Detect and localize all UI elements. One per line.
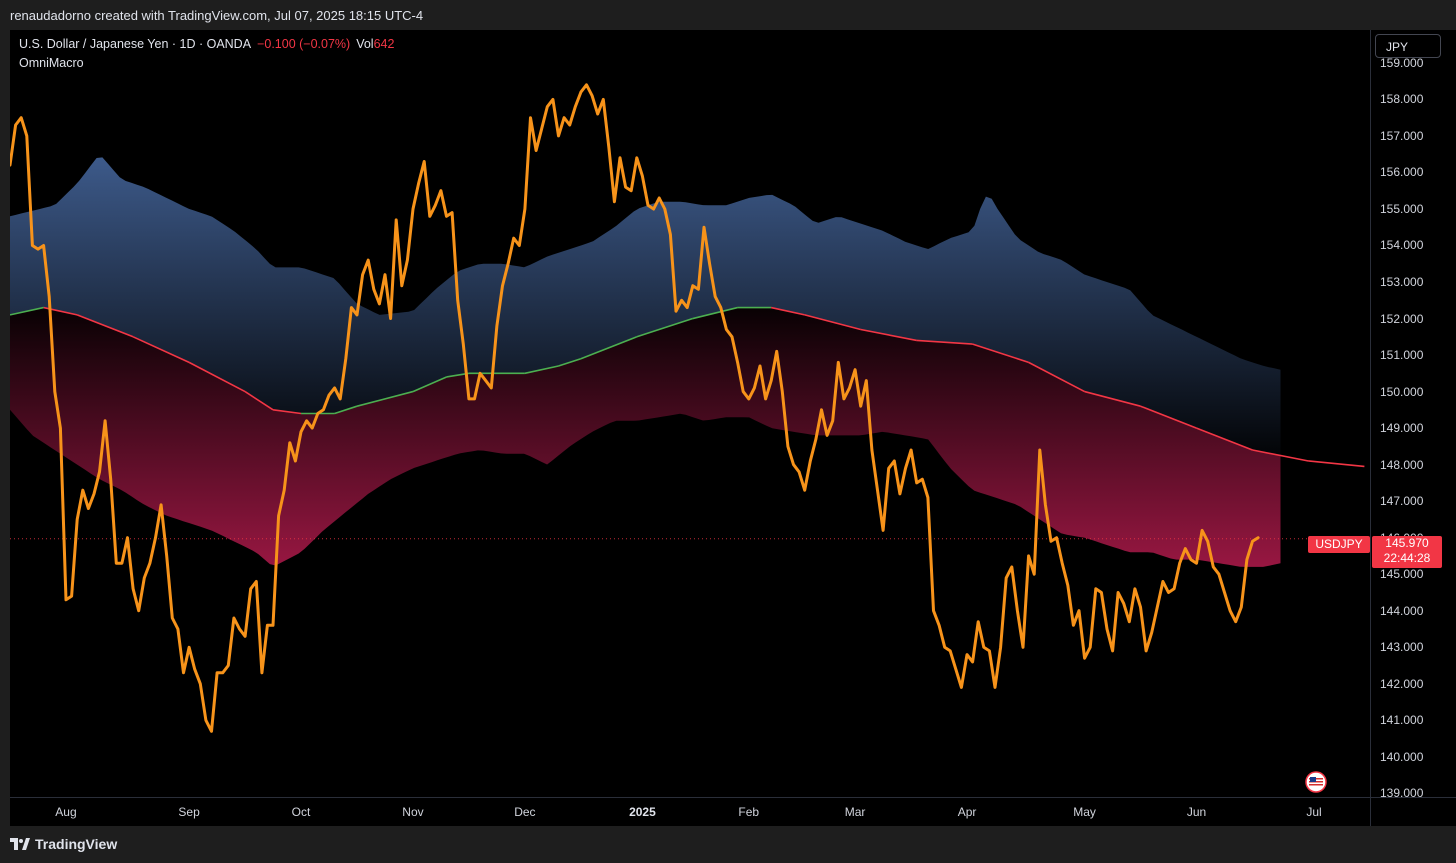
ma-segment [804, 314, 861, 331]
time-tick-label: Feb [738, 805, 760, 819]
ma-segment [558, 357, 582, 367]
time-tick-label: Jun [1186, 805, 1207, 819]
price-tick-label: 149.000 [1380, 421, 1424, 436]
time-tick-label: Jul [1306, 805, 1322, 819]
price-tick-label: 140.000 [1380, 749, 1424, 764]
ma-segment [334, 405, 358, 415]
footer-bar: TradingView [0, 826, 1456, 863]
time-tick-label: 2025 [629, 805, 656, 819]
time-tick-label: May [1073, 805, 1096, 819]
ma-segment [272, 409, 302, 415]
us-flag-icon[interactable] [1305, 771, 1327, 793]
ma-segment [770, 306, 805, 316]
usdjpy-price-line [10, 83, 1260, 733]
price-tick-label: 147.000 [1380, 494, 1424, 509]
price-tick-label: 144.000 [1380, 603, 1424, 618]
upper-band-fill [10, 157, 1281, 456]
lower-band-fill [10, 307, 1281, 567]
last-price-tag: 145.970 22:44:28 [1372, 536, 1442, 568]
currency-button[interactable]: JPY [1375, 34, 1441, 58]
time-tick-label: Apr [957, 805, 977, 819]
price-tick-label: 157.000 [1380, 128, 1424, 143]
price-tick-label: 143.000 [1380, 640, 1424, 655]
plot-area [10, 83, 1370, 733]
price-tick-label: 154.000 [1380, 238, 1424, 253]
price-scale[interactable] [1370, 30, 1456, 797]
last-price-value: 145.970 [1385, 536, 1429, 550]
attribution-text: renaudadorno created with TradingView.co… [10, 8, 424, 23]
ma-segment [1084, 390, 1141, 407]
ma-segment [692, 306, 738, 320]
ma-segment [860, 328, 917, 342]
ma-segment [10, 306, 44, 316]
price-change: −0.100 (−0.07%) [257, 37, 351, 51]
time-tick-label: Nov [402, 805, 424, 819]
time-tick-label: Dec [514, 805, 536, 819]
ma-segment [1308, 460, 1365, 468]
ma-segment [188, 361, 246, 393]
indicator-legend[interactable]: OmniMacro [19, 56, 84, 70]
price-tick-label: 156.000 [1380, 165, 1424, 180]
symbol-title[interactable]: U.S. Dollar / Japanese Yen · 1D · OANDA [19, 37, 252, 51]
tradingview-logo-icon [10, 838, 30, 850]
ma-segment [580, 336, 638, 360]
time-tick-label: Sep [178, 805, 200, 819]
ma-segment [972, 343, 1029, 364]
price-tick-label: 151.000 [1380, 348, 1424, 363]
bar-countdown: 22:44:28 [1383, 551, 1431, 565]
price-tick-label: 152.000 [1380, 311, 1424, 326]
time-scale[interactable] [10, 797, 1370, 826]
price-tick-label: 150.000 [1380, 384, 1424, 399]
price-tick-label: 153.000 [1380, 275, 1424, 289]
symbol-legend[interactable]: U.S. Dollar / Japanese Yen · 1D · OANDA −… [19, 37, 394, 51]
time-tick-label: Aug [55, 805, 77, 819]
time-tick-label: Mar [844, 805, 866, 819]
brand-name: TradingView [35, 836, 118, 852]
price-tick-label: 155.000 [1380, 201, 1424, 216]
ma-segment [412, 376, 447, 393]
volume-label: Vol [356, 37, 374, 51]
price-tick-label: 141.000 [1380, 713, 1424, 728]
ma-segment [636, 317, 694, 338]
scale-corner [1370, 797, 1456, 826]
price-tick-label: 148.000 [1380, 457, 1424, 472]
volume-value: 642 [373, 37, 395, 51]
price-tick-label: 142.000 [1380, 676, 1424, 691]
ma-segment [524, 365, 559, 375]
ma-segment [76, 314, 134, 338]
ma-segment [244, 390, 274, 411]
ma-segment [916, 339, 973, 345]
symbol-tag: USDJPY [1308, 536, 1370, 553]
price-tick-label: 159.000 [1380, 55, 1424, 70]
ma-segment [132, 336, 190, 364]
ma-segment [1140, 405, 1197, 429]
price-tick-label: 145.000 [1380, 567, 1424, 582]
ma-segment [1196, 427, 1253, 451]
ma-segment [356, 390, 414, 407]
price-tick-label: 158.000 [1380, 92, 1424, 107]
ma-segment [1252, 449, 1309, 462]
ma-segment [1028, 361, 1085, 393]
price-tick-label: 139.000 [1380, 786, 1424, 801]
time-tick-label: Oct [291, 805, 311, 819]
top-bar: renaudadorno created with TradingView.co… [0, 0, 1456, 30]
